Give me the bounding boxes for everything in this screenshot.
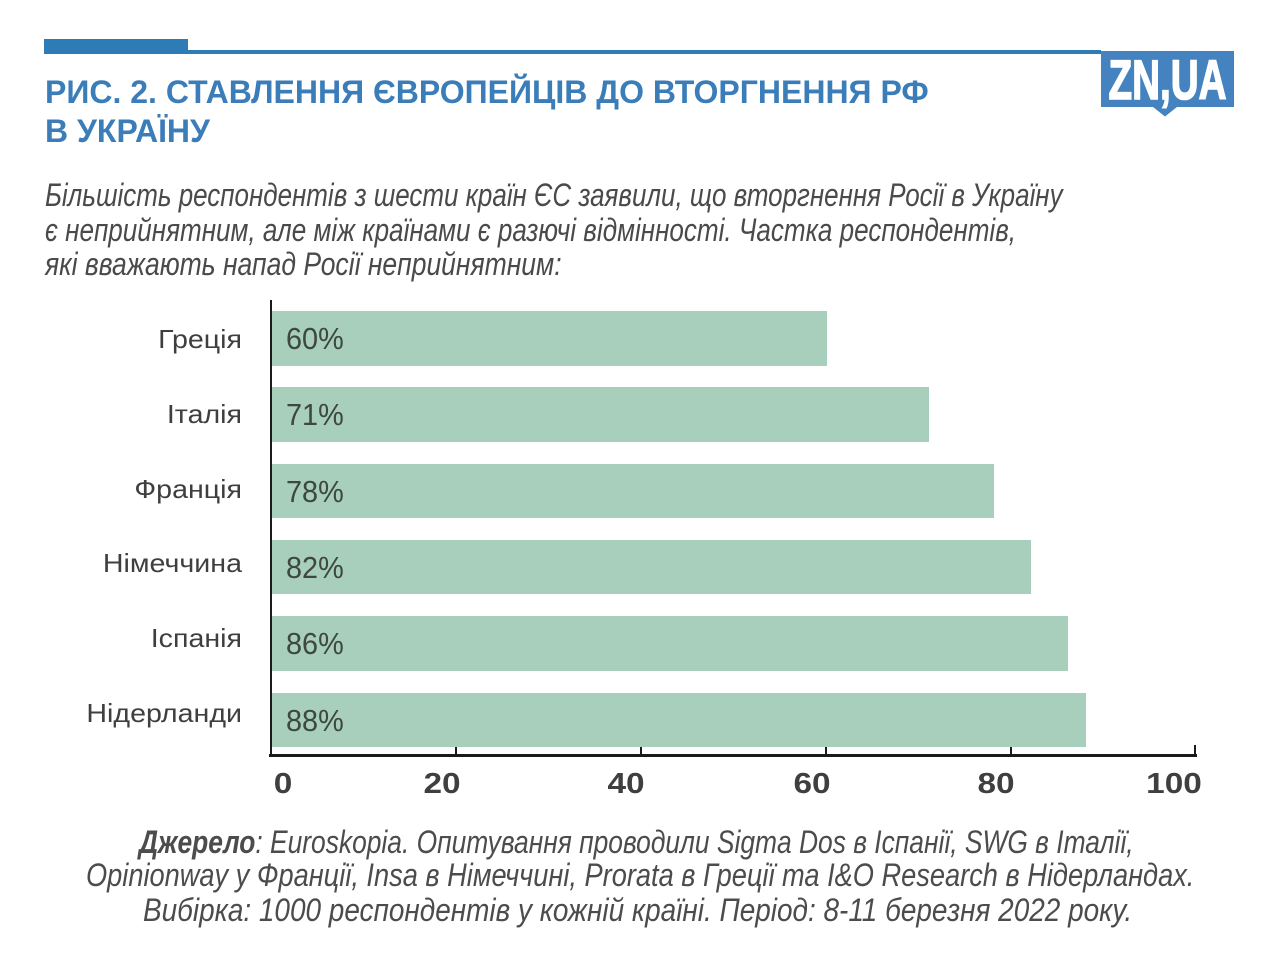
svg-text:ZN,UA: ZN,UA bbox=[1108, 51, 1226, 112]
